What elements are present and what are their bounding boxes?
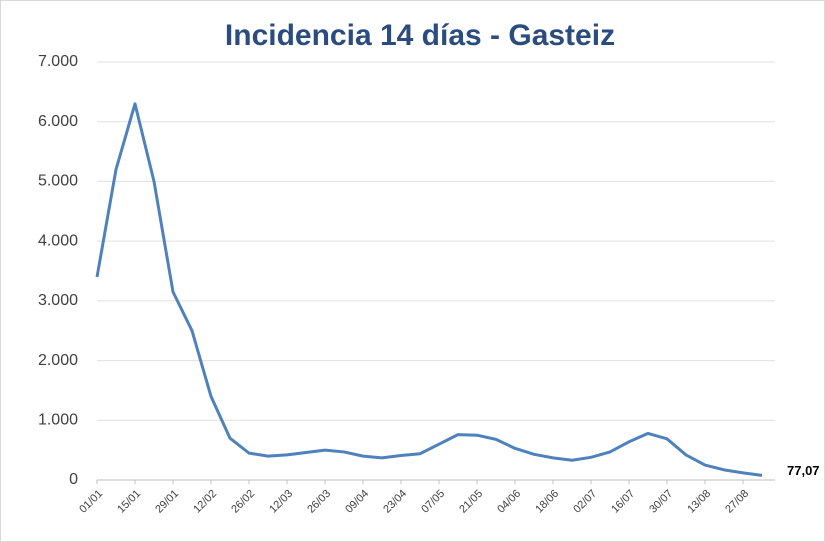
value-label: 77,07	[787, 463, 820, 478]
y-tick-label: 3.000	[38, 292, 78, 309]
y-tick-label: 0	[69, 471, 78, 488]
y-tick-label: 4.000	[38, 232, 78, 249]
y-tick-label: 2.000	[38, 352, 78, 369]
y-tick-label: 6.000	[38, 113, 78, 130]
y-tick-label: 5.000	[38, 173, 78, 190]
y-tick-label: 1.000	[38, 412, 78, 429]
line	[95, 102, 763, 477]
y-tick-label: 7.000	[38, 53, 78, 70]
chart-title: Incidencia 14 días - Gasteiz	[225, 19, 615, 52]
